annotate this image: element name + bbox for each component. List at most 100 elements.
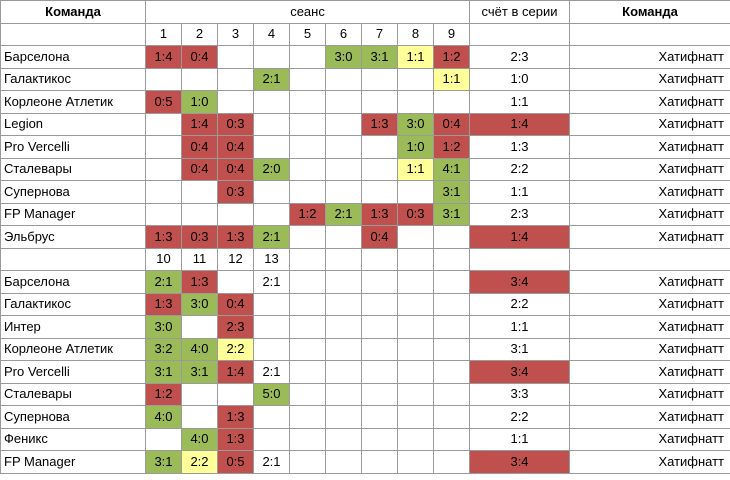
- empty-cell: [469, 22, 571, 46]
- score-cell: [217, 90, 254, 114]
- score-cell: 3:1: [145, 450, 182, 474]
- table-row: Галактикос 1:3 3:0 0:4 2:2 Хатифнатт: [0, 292, 730, 316]
- score-cell: [397, 270, 434, 294]
- score-cell: 2:1: [253, 360, 290, 384]
- team-name: Галактикос: [0, 67, 146, 91]
- score-cell: 1:4: [145, 45, 182, 69]
- series-score: 3:3: [469, 382, 571, 406]
- score-cell: [253, 427, 290, 451]
- score-cell: [361, 382, 398, 406]
- score-cell: 1:3: [217, 225, 254, 249]
- score-cell: [397, 450, 434, 474]
- score-cell: [432, 90, 471, 114]
- session-number: 8: [397, 22, 434, 46]
- score-cell: [325, 382, 362, 406]
- session-column-header: сеанс: [144, 0, 471, 24]
- score-cell: 1:2: [432, 135, 471, 159]
- score-cell: 1:0: [397, 135, 434, 159]
- score-cell: [217, 45, 254, 69]
- opponent-name: Хатифнатт: [569, 337, 730, 361]
- session-number: 4: [253, 22, 290, 46]
- score-cell: [432, 225, 471, 249]
- score-cell: [361, 67, 398, 91]
- score-cell: [361, 450, 398, 474]
- table-row: Галактикос 2:1 1:1 1:0 Хатифнатт: [0, 67, 730, 91]
- score-cell: 0:4: [432, 112, 471, 136]
- score-cell: 2:3: [217, 315, 254, 339]
- score-cell: [325, 270, 362, 294]
- team-name: Pro Vercelli: [0, 360, 146, 384]
- score-cell: 1:3: [181, 270, 218, 294]
- score-cell: 0:4: [361, 225, 398, 249]
- score-cell: [361, 360, 398, 384]
- score-cell: 1:3: [145, 292, 182, 316]
- empty-cell: [569, 22, 730, 46]
- empty-cell: [0, 22, 146, 46]
- score-cell: [181, 382, 218, 406]
- score-cell: [217, 270, 254, 294]
- score-cell: [325, 337, 362, 361]
- score-cell: [397, 382, 434, 406]
- score-cell: [325, 225, 362, 249]
- team-name: Сталевары: [0, 382, 146, 406]
- team-name: Legion: [0, 112, 146, 136]
- score-cell: [432, 337, 471, 361]
- score-cell: 2:1: [253, 67, 290, 91]
- opponent-column-header: Команда: [569, 0, 730, 24]
- score-cell: [181, 405, 218, 429]
- score-cell: [325, 315, 362, 339]
- score-cell: 4:0: [181, 427, 218, 451]
- score-cell: [253, 202, 290, 226]
- score-cell: [432, 270, 471, 294]
- opponent-name: Хатифнатт: [569, 45, 730, 69]
- team-name: Pro Vercelli: [0, 135, 146, 159]
- opponent-name: Хатифнатт: [569, 315, 730, 339]
- table-row: Барселона 1:4 0:4 3:0 3:1 1:1 1:2 2:3 Хатифнатт: [0, 45, 730, 69]
- score-cell: [361, 135, 398, 159]
- opponent-name: Хатифнатт: [569, 90, 730, 114]
- series-score: 1:0: [469, 67, 571, 91]
- score-cell: [217, 382, 254, 406]
- score-cell: [325, 405, 362, 429]
- score-cell: 4:0: [181, 337, 218, 361]
- opponent-name: Хатифнатт: [569, 202, 730, 226]
- score-cell: 0:4: [217, 135, 254, 159]
- team-name: Феникс: [0, 427, 146, 451]
- score-cell: [253, 112, 290, 136]
- series-score: 1:3: [469, 135, 571, 159]
- opponent-name: Хатифнатт: [569, 450, 730, 474]
- header-row: Команда сеанс счёт в серии Команда: [0, 0, 730, 24]
- score-cell: [289, 180, 326, 204]
- score-cell: 3:0: [397, 112, 434, 136]
- table-row: Феникс 4:0 1:3 1:1 Хатифнатт: [0, 427, 730, 451]
- score-cell: 2:2: [181, 450, 218, 474]
- score-cell: 0:4: [181, 135, 218, 159]
- score-cell: [397, 90, 434, 114]
- score-cell: 0:4: [181, 157, 218, 181]
- session-number: 3: [217, 22, 254, 46]
- series-score: 2:2: [469, 157, 571, 181]
- score-cell: 1:4: [217, 360, 254, 384]
- score-cell: 0:3: [217, 180, 254, 204]
- score-cell: [253, 337, 290, 361]
- series-score: 2:3: [469, 202, 571, 226]
- score-cell: [325, 112, 362, 136]
- opponent-name: Хатифнатт: [569, 270, 730, 294]
- empty-cell: [469, 247, 571, 271]
- score-cell: [432, 360, 471, 384]
- score-cell: [181, 315, 218, 339]
- team-name: Супернова: [0, 405, 146, 429]
- score-cell: [325, 135, 362, 159]
- score-cell: [289, 405, 326, 429]
- session-number: [432, 247, 471, 271]
- opponent-name: Хатифнатт: [569, 67, 730, 91]
- series-score: 1:4: [469, 112, 571, 136]
- opponent-name: Хатифнатт: [569, 225, 730, 249]
- score-cell: 2:1: [325, 202, 362, 226]
- team-column-header: Команда: [0, 0, 146, 24]
- series-score: 1:1: [469, 180, 571, 204]
- score-cell: [361, 292, 398, 316]
- score-cell: [361, 315, 398, 339]
- opponent-name: Хатифнатт: [569, 382, 730, 406]
